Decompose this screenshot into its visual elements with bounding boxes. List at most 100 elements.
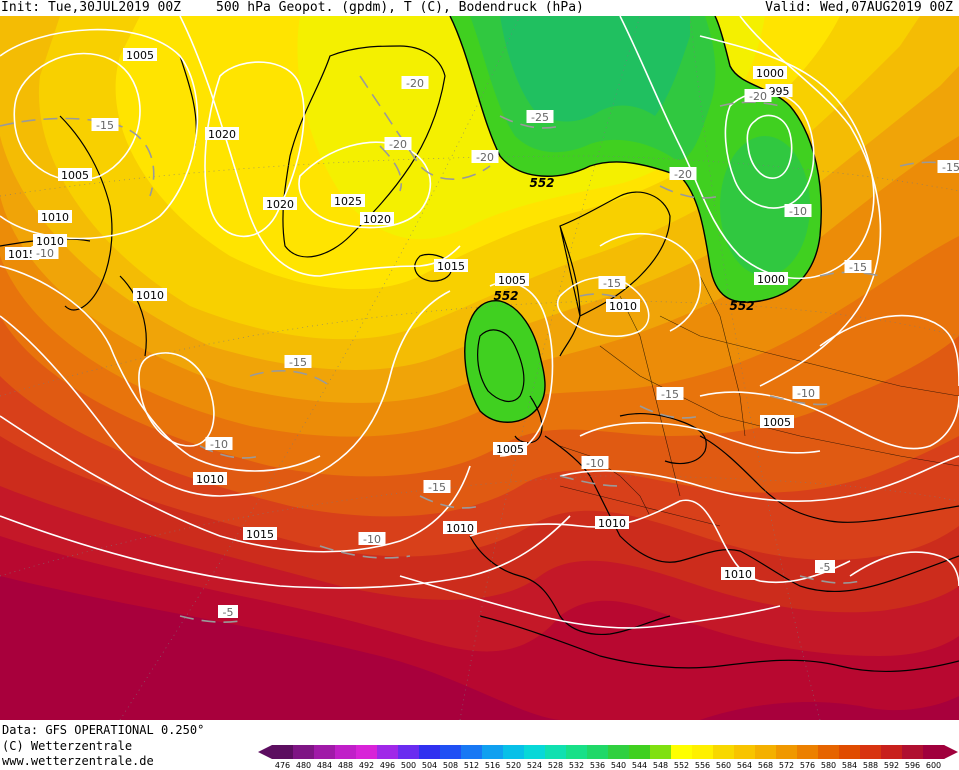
temperature-label-text: -15 bbox=[428, 481, 446, 494]
temperature-label-text: -10 bbox=[586, 457, 604, 470]
legend-swatch bbox=[755, 745, 777, 759]
temperature-label-text: -10 bbox=[363, 533, 381, 546]
isobar-label: 1010 bbox=[606, 299, 640, 313]
isobar-label-box bbox=[765, 84, 793, 97]
isobar-label-box bbox=[263, 197, 297, 210]
temperature-label: -20 bbox=[669, 167, 697, 181]
isobar-label-text: 1010 bbox=[598, 517, 626, 530]
temperature-label: -20 bbox=[384, 137, 412, 151]
legend-swatch bbox=[734, 745, 756, 759]
isobar-label-text: 1010 bbox=[36, 235, 64, 248]
isobar-label: 1010 bbox=[33, 234, 67, 248]
temperature-label: -10 bbox=[31, 246, 59, 260]
isobar-label-text: 1000 bbox=[757, 273, 785, 286]
temperature-label-box bbox=[218, 605, 238, 618]
temperature-label-text: -20 bbox=[674, 168, 692, 181]
band-548-uk bbox=[464, 300, 545, 423]
color-legend: 476 480 484 488 492 496 500 504 508 512 516 520 524 5… bbox=[258, 745, 958, 770]
isobar-label-text: 1010 bbox=[609, 300, 637, 313]
temperature-label: -15 bbox=[844, 260, 872, 274]
graticule bbox=[0, 16, 959, 720]
isobar-label: 1010 bbox=[193, 472, 227, 486]
isobar-label: 1010 bbox=[38, 210, 72, 224]
isobar-label-box bbox=[493, 442, 527, 455]
chart-footer: Data: GFS OPERATIONAL 0.250° (C) Wetterz… bbox=[0, 720, 959, 770]
legend-value: 520 bbox=[506, 761, 521, 770]
legend-swatch bbox=[629, 745, 651, 759]
isobar-label: 1000 bbox=[754, 272, 788, 286]
isobar-label-text: 1010 bbox=[446, 522, 474, 535]
isobar-label-box bbox=[434, 259, 468, 272]
temperature-label-text: -20 bbox=[476, 151, 494, 164]
isobar-label: 1025 bbox=[331, 194, 365, 208]
isobar-label-text: 1010 bbox=[196, 473, 224, 486]
legend-value: 508 bbox=[443, 761, 458, 770]
legend-value: 540 bbox=[611, 761, 626, 770]
legend-value: 580 bbox=[821, 761, 836, 770]
isobar-label: 1010 bbox=[595, 516, 629, 530]
website-url: www.wetterzentrale.de bbox=[2, 754, 154, 768]
legend-swatch bbox=[587, 745, 609, 759]
legend-swatch bbox=[776, 745, 798, 759]
isobar-label-box bbox=[243, 527, 277, 540]
geopot-552-contours bbox=[449, 16, 822, 423]
legend-value: 516 bbox=[485, 761, 500, 770]
temperature-label: -15 bbox=[423, 480, 451, 494]
legend-swatch bbox=[272, 745, 294, 759]
legend-value: 564 bbox=[737, 761, 752, 770]
temperature-label-box bbox=[656, 387, 684, 400]
temperature-label-box bbox=[844, 260, 872, 273]
temperature-label: -15 bbox=[937, 160, 959, 174]
temperature-label: -10 bbox=[581, 456, 609, 470]
legend-swatch bbox=[482, 745, 504, 759]
legend-swatch bbox=[545, 745, 567, 759]
isobar-label: 1005 bbox=[58, 168, 92, 182]
isobar-label-box bbox=[760, 415, 794, 428]
legend-swatch bbox=[335, 745, 357, 759]
isobar-label-box bbox=[595, 516, 629, 529]
geopotential-label: 552 bbox=[529, 176, 554, 190]
legend-swatch bbox=[797, 745, 819, 759]
legend-swatch bbox=[713, 745, 735, 759]
isobar-label-text: 1020 bbox=[266, 198, 294, 211]
legend-value: 556 bbox=[695, 761, 710, 770]
temperature-label-box bbox=[423, 480, 451, 493]
isobar-label: 1005 bbox=[760, 415, 794, 429]
data-source: Data: GFS OPERATIONAL 0.250° bbox=[2, 723, 205, 737]
temperature-labels: -15 -20 -20 -20 -25 -20 -15 -15 -15 -10 -10 -15 -10 -… bbox=[31, 76, 959, 619]
legend-value: 544 bbox=[632, 761, 647, 770]
temperature-label: -20 bbox=[471, 150, 499, 164]
isobar-label-text: 995 bbox=[769, 85, 790, 98]
legend-value: 500 bbox=[401, 761, 416, 770]
temperature-label: -5 bbox=[218, 605, 238, 619]
temperature-label-box bbox=[91, 118, 119, 131]
geopotential-labels: 552 552 552 bbox=[493, 176, 754, 313]
legend-value: 492 bbox=[359, 761, 374, 770]
temperature-label-text: -5 bbox=[820, 561, 831, 574]
temperature-label-box bbox=[598, 276, 626, 289]
legend-value: 552 bbox=[674, 761, 689, 770]
isobar-label-box bbox=[606, 299, 640, 312]
temperature-label-text: -10 bbox=[797, 387, 815, 400]
chart-header: Init: Tue,30JUL2019 00Z 500 hPa Geopot. … bbox=[0, 0, 959, 16]
isobar-label-text: 1010 bbox=[41, 211, 69, 224]
band-544-russia bbox=[720, 136, 810, 276]
isobar-label: 1020 bbox=[205, 127, 239, 141]
isobar-label: 1015 bbox=[243, 527, 277, 541]
isobar-label-text: 1010 bbox=[724, 568, 752, 581]
legend-swatch bbox=[650, 745, 672, 759]
temperature-label: -15 bbox=[598, 276, 626, 290]
temperature-label-box bbox=[669, 167, 697, 180]
isobar-label-box bbox=[721, 567, 755, 580]
geopotential-label-text: 552 bbox=[529, 176, 554, 190]
isobar-label-box bbox=[58, 168, 92, 181]
chart-title: 500 hPa Geopot. (gpdm), T (C), Bodendruc… bbox=[216, 0, 584, 15]
legend-value: 596 bbox=[905, 761, 920, 770]
isobar-label-text: 1015 bbox=[246, 528, 274, 541]
legend-swatch bbox=[314, 745, 336, 759]
legend-value: 600 bbox=[926, 761, 941, 770]
legend-value: 488 bbox=[338, 761, 353, 770]
isobar-label-text: 1010 bbox=[136, 289, 164, 302]
